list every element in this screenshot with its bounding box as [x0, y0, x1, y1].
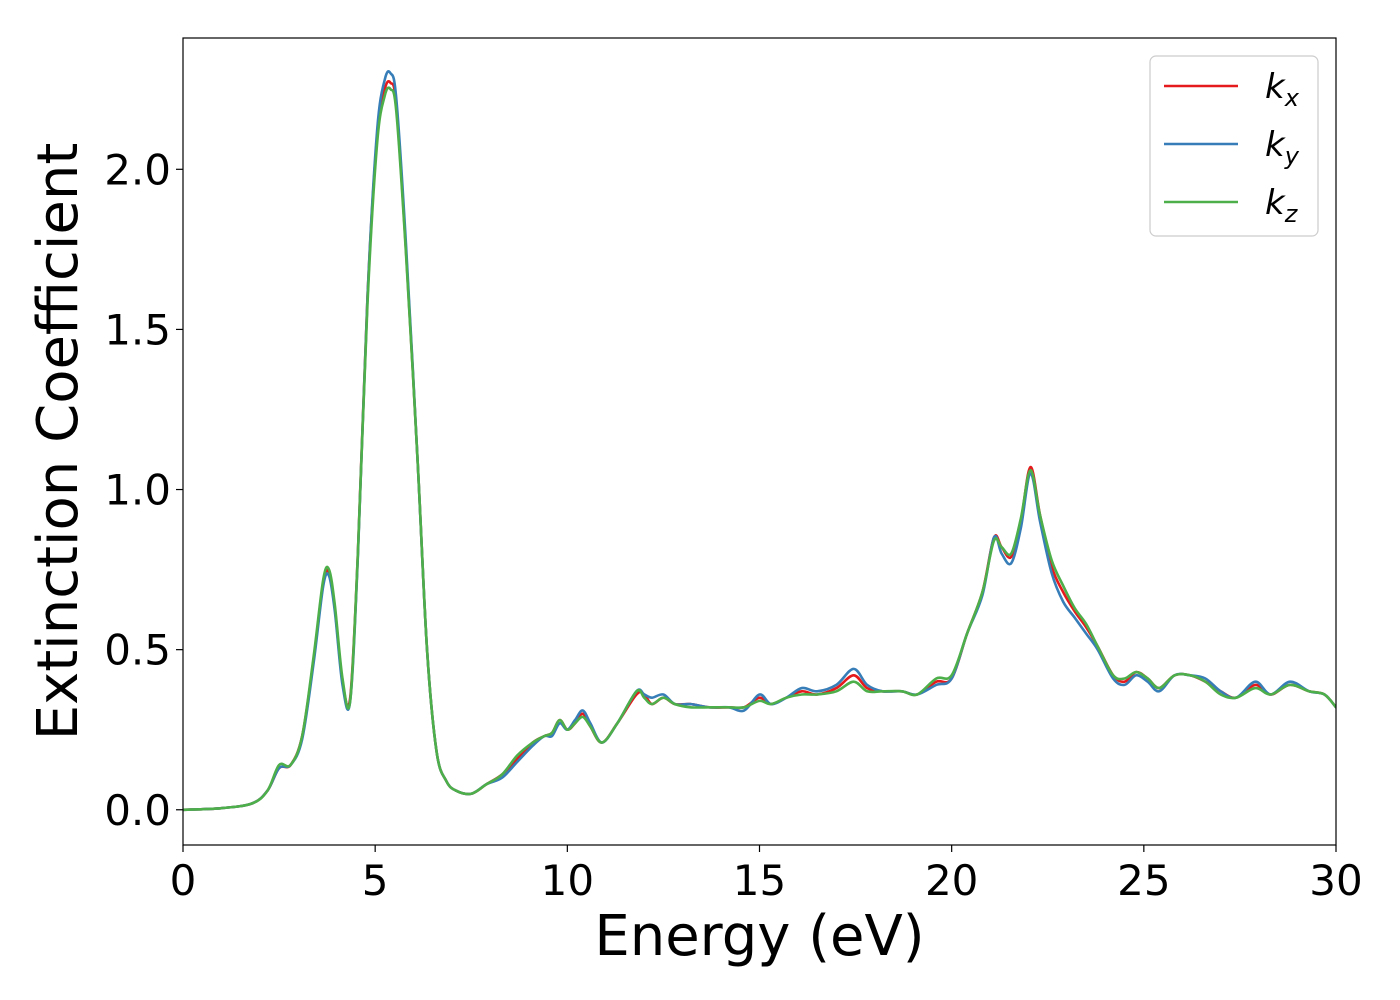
- legend: kx ky kz: [1149, 55, 1319, 237]
- y-tick-label: 1.5: [104, 305, 171, 354]
- axes-layer: 0 5 10 15 20 25 30 0.0 0.5 1.0 1.5 2.0: [104, 145, 1363, 905]
- y-tick-label: 2.0: [104, 145, 171, 194]
- y-tick-label: 1.0: [104, 466, 171, 515]
- legend-label-y: ky: [1265, 125, 1300, 170]
- x-tick-label: 30: [1309, 856, 1362, 905]
- series-line-z: [183, 86, 1336, 812]
- series-layer: [183, 70, 1336, 812]
- y-tick-label: 0.0: [104, 786, 171, 835]
- y-axis-title: Extinction Coefficient: [26, 143, 91, 741]
- x-tick-label: 25: [1117, 856, 1170, 905]
- legend-label-z: kz: [1265, 183, 1299, 228]
- x-tick-label: 15: [733, 856, 786, 905]
- x-tick-label: 10: [541, 856, 594, 905]
- x-tick-label: 0: [170, 856, 197, 905]
- x-tick-label: 5: [362, 856, 389, 905]
- y-tick-label: 0.5: [104, 626, 171, 675]
- x-axis-title: Energy (eV): [594, 904, 924, 969]
- x-tick-label: 20: [925, 856, 978, 905]
- legend-box: [1149, 55, 1319, 237]
- legend-label-x: kx: [1265, 67, 1300, 112]
